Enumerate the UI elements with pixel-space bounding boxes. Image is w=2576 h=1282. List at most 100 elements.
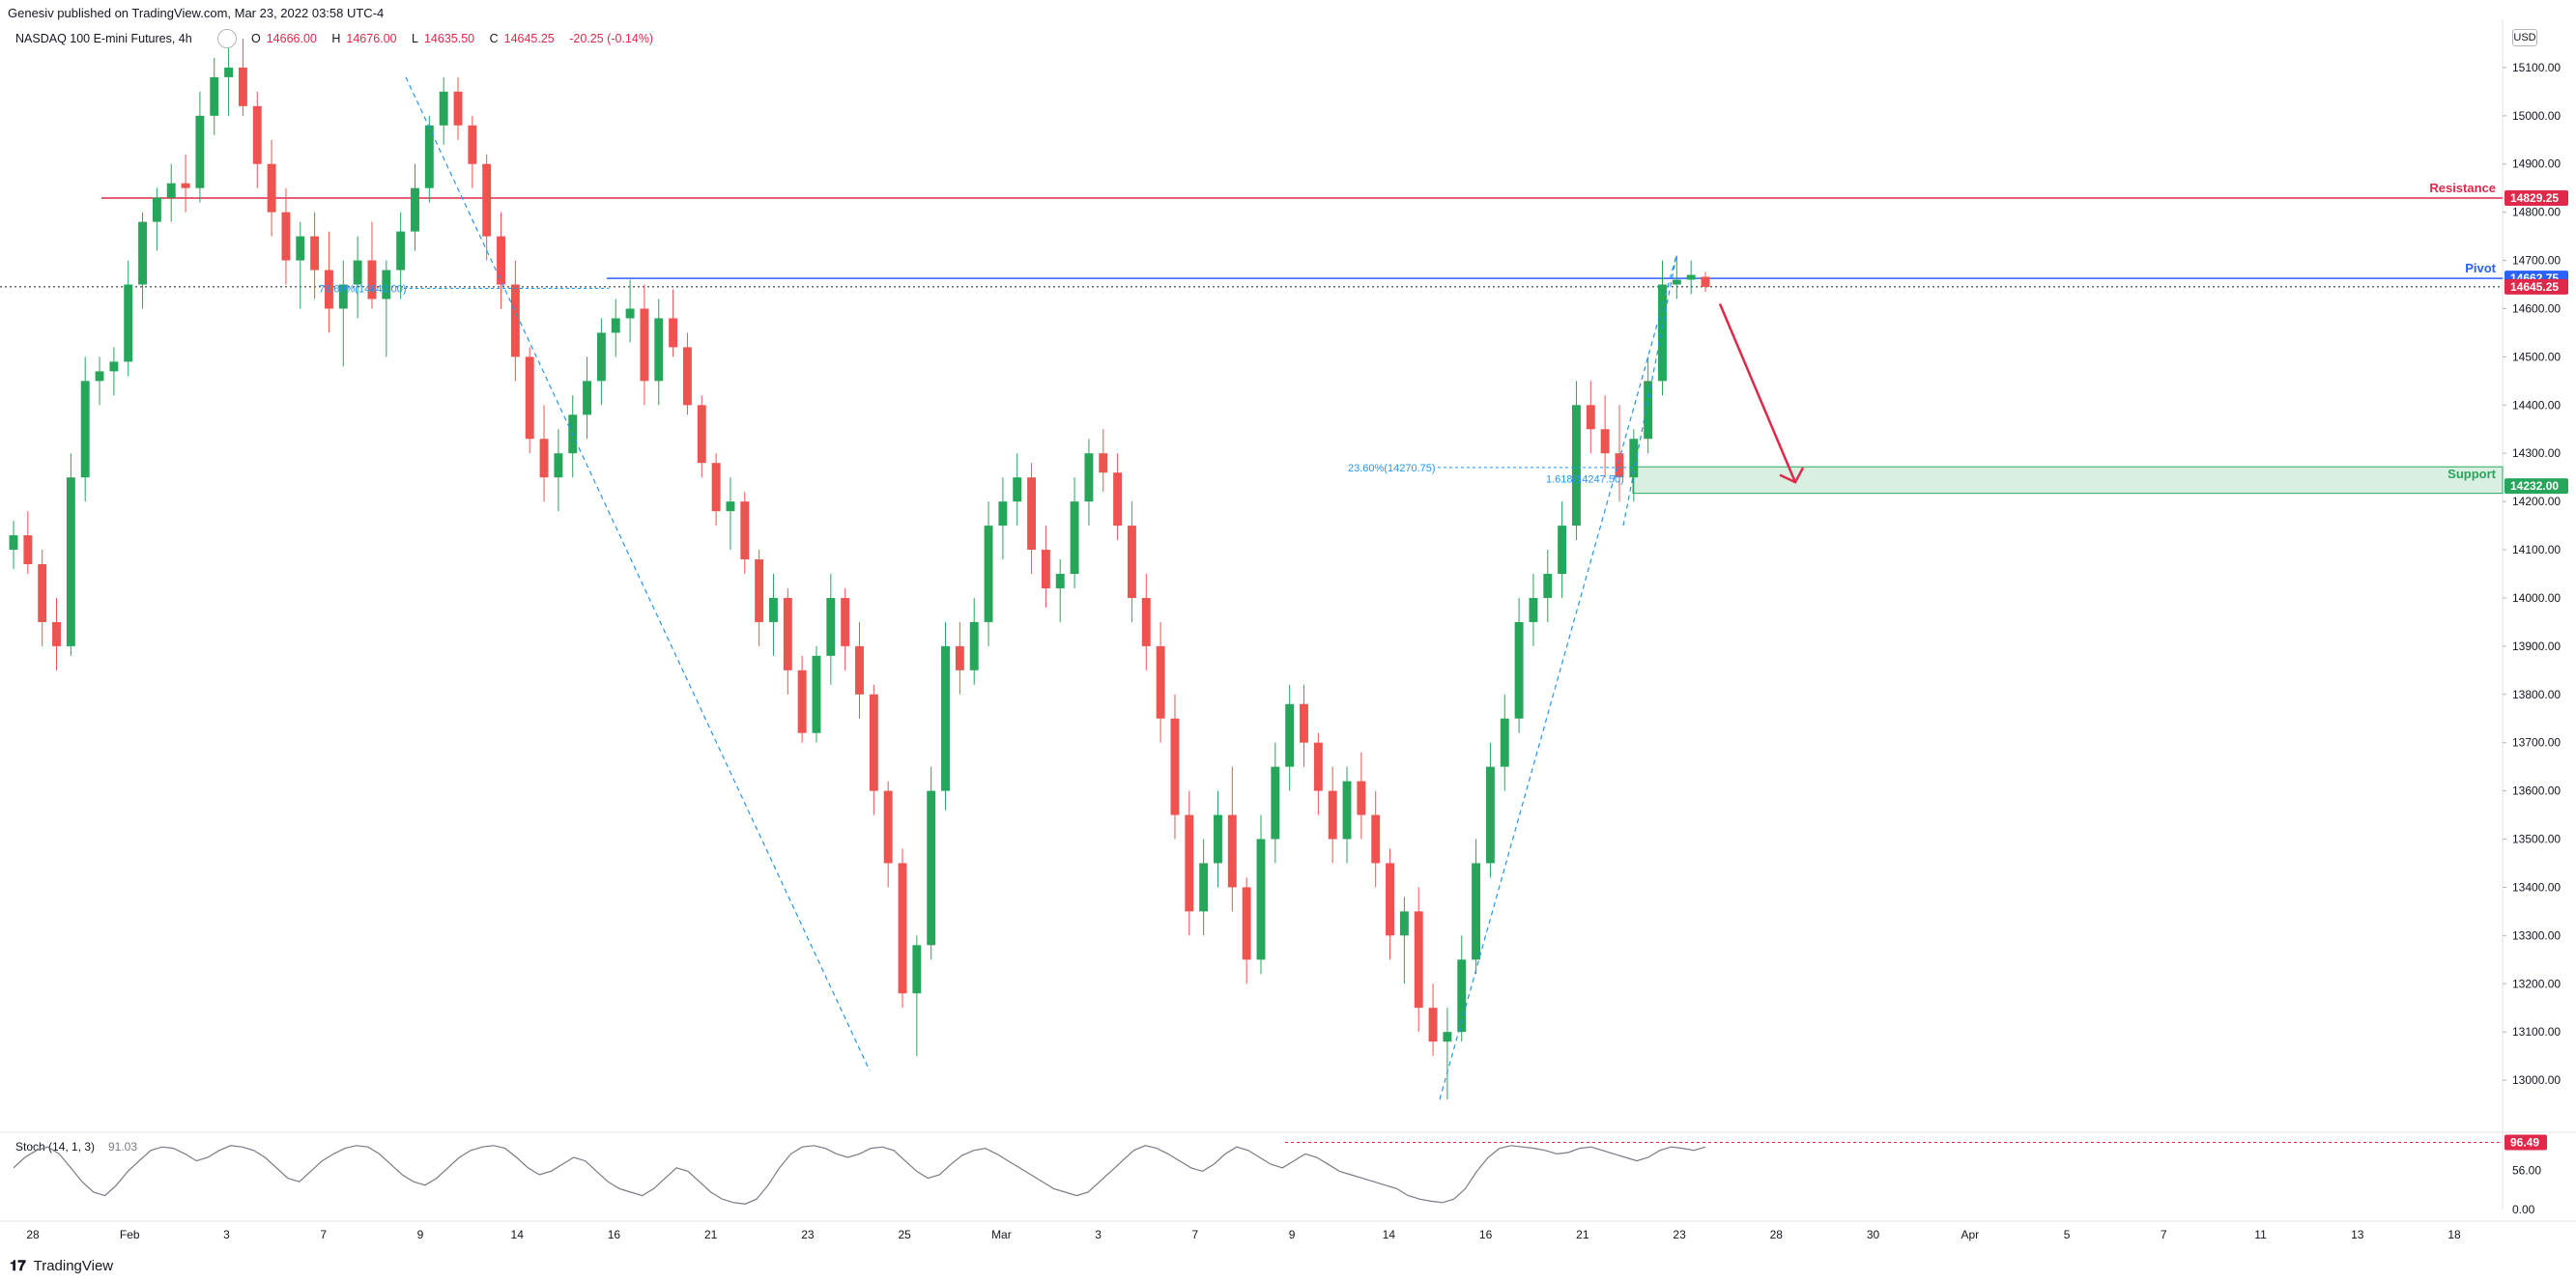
candle-body [1414, 911, 1423, 1009]
candle [310, 212, 320, 299]
footer-brand[interactable]: 𝟏𝟕 TradingView [10, 1258, 113, 1274]
candle-body [1156, 645, 1165, 719]
candle [95, 356, 104, 406]
candle-body [424, 125, 434, 188]
candle-body [95, 371, 104, 382]
resistance-label: Resistance [2429, 181, 2496, 195]
candle [912, 935, 922, 1057]
candle-body [1300, 703, 1308, 743]
candle [969, 597, 979, 685]
candle-body [23, 535, 33, 565]
candle [38, 550, 47, 646]
price-tick-label: 14200.00 [2512, 495, 2561, 508]
price-axis[interactable]: 13000.00 13100.00 13200.00 13300.00 13400.00… [2503, 61, 2568, 1087]
candle [1615, 405, 1624, 502]
candle-body [969, 621, 979, 670]
grid [0, 19, 2576, 1222]
candle-body [1600, 429, 1610, 454]
time-axis[interactable]: 28 Feb 3 7 9 14 16 21 23 25 Mar 3 7 9 14 16 21 23 28 30 Apr 5… [26, 1228, 2461, 1241]
candle-body [525, 356, 534, 440]
high-value: 14676.00 [346, 32, 397, 45]
candle [1227, 766, 1237, 912]
candle-body [869, 694, 878, 791]
candle [1529, 574, 1538, 646]
candle [1414, 887, 1423, 1033]
candle-body [1558, 526, 1567, 574]
candle-body [1586, 405, 1595, 430]
stoch-tick-label: 0.00 [2512, 1203, 2535, 1216]
candle-body [411, 187, 419, 232]
time-tick-label: 30 [1867, 1228, 1880, 1241]
candle [1313, 732, 1323, 815]
candle [1141, 574, 1151, 670]
candle [883, 781, 893, 888]
currency-button[interactable]: USD [2512, 29, 2537, 46]
candle-body [912, 945, 922, 994]
candle [1472, 839, 1481, 975]
candles [9, 38, 1710, 1100]
low-value: 14635.50 [423, 32, 475, 45]
support-badge-text: 14232.00 [2510, 479, 2559, 493]
candle-body [439, 91, 448, 126]
candle-body [267, 163, 276, 213]
time-tick-label: 9 [417, 1228, 424, 1241]
candle [640, 284, 649, 406]
price-tick-label: 15000.00 [2512, 109, 2561, 123]
stoch-value: 91.03 [108, 1140, 137, 1154]
candle [482, 154, 492, 261]
candle [697, 395, 706, 478]
candle-body [539, 439, 549, 478]
candle-body [927, 790, 936, 946]
time-tick-label: 14 [1383, 1228, 1396, 1241]
compare-symbol-button[interactable] [217, 29, 237, 48]
candle [468, 115, 477, 188]
candle-body [1472, 863, 1481, 960]
candle-body [1672, 279, 1681, 285]
candle-body [841, 597, 850, 646]
candle-body [1227, 814, 1237, 888]
footer-label: TradingView [33, 1258, 114, 1274]
candle [1099, 429, 1108, 493]
close-value: 14645.25 [503, 32, 555, 45]
time-tick-label: 7 [1192, 1228, 1199, 1241]
candle-body [1041, 550, 1050, 588]
header-bar: Genesiv published on TradingView.com, Ma… [0, 0, 2576, 27]
price-tick-label: 14500.00 [2512, 350, 2561, 363]
candle [1485, 742, 1495, 878]
fib-label: 78.60%(14642.00) [319, 284, 407, 296]
price-tick-label: 13900.00 [2512, 640, 2561, 653]
candle-body [1070, 501, 1079, 574]
candle-body [1099, 453, 1108, 473]
candle-body [1571, 405, 1581, 527]
candle-body [1615, 453, 1624, 478]
candle-body [1357, 781, 1366, 815]
candle [1214, 790, 1222, 888]
horizontal-levels: Resistance Pivot Support [0, 181, 2504, 495]
candle [669, 289, 678, 357]
candle [525, 347, 534, 454]
price-chart[interactable]: Resistance Pivot Support 78.60%(14642.00) 2… [0, 0, 2576, 1256]
candle-body [181, 183, 190, 188]
candle-body [195, 115, 205, 188]
candle-body [625, 308, 635, 319]
projection-arrow [1718, 303, 1797, 483]
time-tick-label: 11 [2254, 1228, 2267, 1241]
candle [166, 163, 176, 222]
candle [281, 187, 291, 285]
price-tick-label: 13400.00 [2512, 880, 2561, 894]
stoch-line [13, 1145, 1706, 1205]
price-tick-label: 14000.00 [2512, 591, 2561, 605]
candle-body [124, 284, 133, 362]
candle [841, 587, 850, 670]
candle-body [1214, 814, 1222, 864]
candle [1285, 684, 1295, 791]
candle [1256, 814, 1266, 975]
support-zone [1632, 466, 2504, 495]
candle [625, 279, 635, 343]
price-tick-label: 14100.00 [2512, 543, 2561, 556]
candle-body [453, 91, 463, 126]
candle [195, 91, 205, 203]
time-tick-label: 7 [320, 1228, 327, 1241]
symbol-title[interactable]: NASDAQ 100 E-mini Futures, 4h [15, 32, 192, 45]
time-tick-label: 3 [223, 1228, 230, 1241]
